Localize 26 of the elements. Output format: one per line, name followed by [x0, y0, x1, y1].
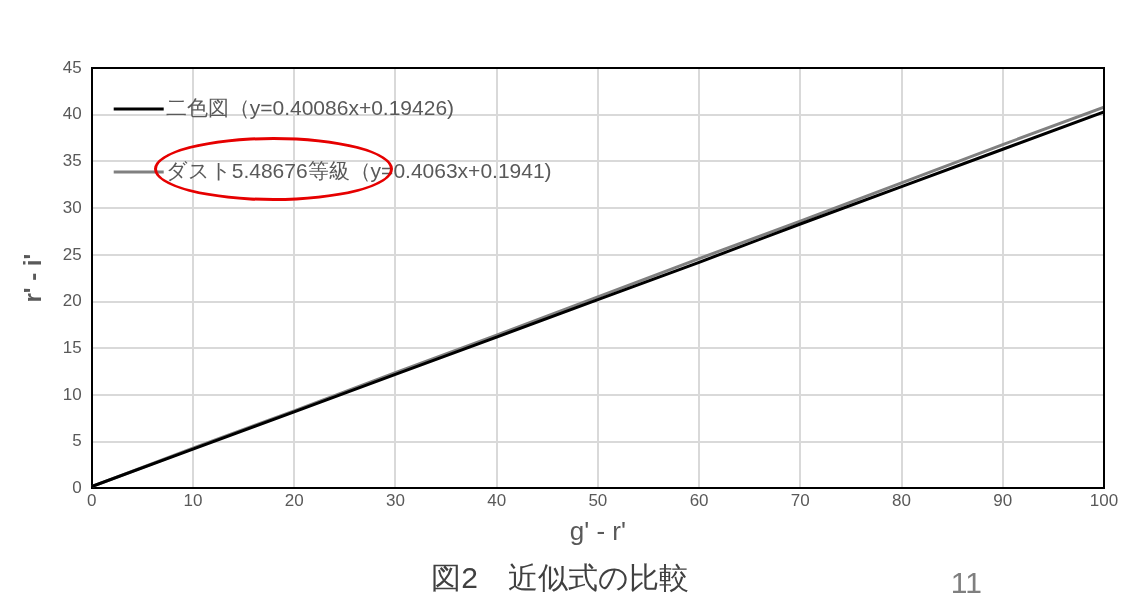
x-tick-label: 80	[892, 491, 911, 511]
x-tick-label: 40	[487, 491, 507, 511]
x-tick-label: 30	[385, 491, 405, 511]
y-tick-label: 10	[62, 384, 82, 404]
x-tick-label: 50	[588, 491, 608, 511]
y-tick-label: 15	[62, 337, 82, 357]
y-tick-label: 40	[62, 104, 82, 124]
y-tick-label: 5	[72, 431, 82, 451]
legend-label: 二色図（y=0.40086x+0.19426)	[165, 95, 455, 119]
x-tick-label: 0	[86, 491, 97, 511]
y-tick-label: 25	[62, 244, 82, 264]
text: 図2 近似式の比較	[431, 561, 689, 595]
y-tick-label: 45	[62, 57, 82, 77]
x-tick-label: 20	[284, 491, 304, 511]
x-tick-label: 60	[689, 491, 709, 511]
x-tick-label: 10	[183, 491, 203, 511]
y-tick-label: 35	[62, 151, 82, 171]
x-tick-label: 100	[1089, 491, 1119, 511]
x-tick-label: 90	[993, 491, 1013, 511]
x-tick-label: 70	[790, 491, 810, 511]
text: 11	[950, 566, 982, 600]
y-tick-label: 0	[72, 478, 82, 498]
x-axis-title: g' - r'	[569, 515, 626, 546]
y-tick-label: 20	[62, 291, 82, 311]
y-axis-title: r' - i'	[19, 253, 47, 303]
y-tick-label: 30	[62, 197, 82, 217]
